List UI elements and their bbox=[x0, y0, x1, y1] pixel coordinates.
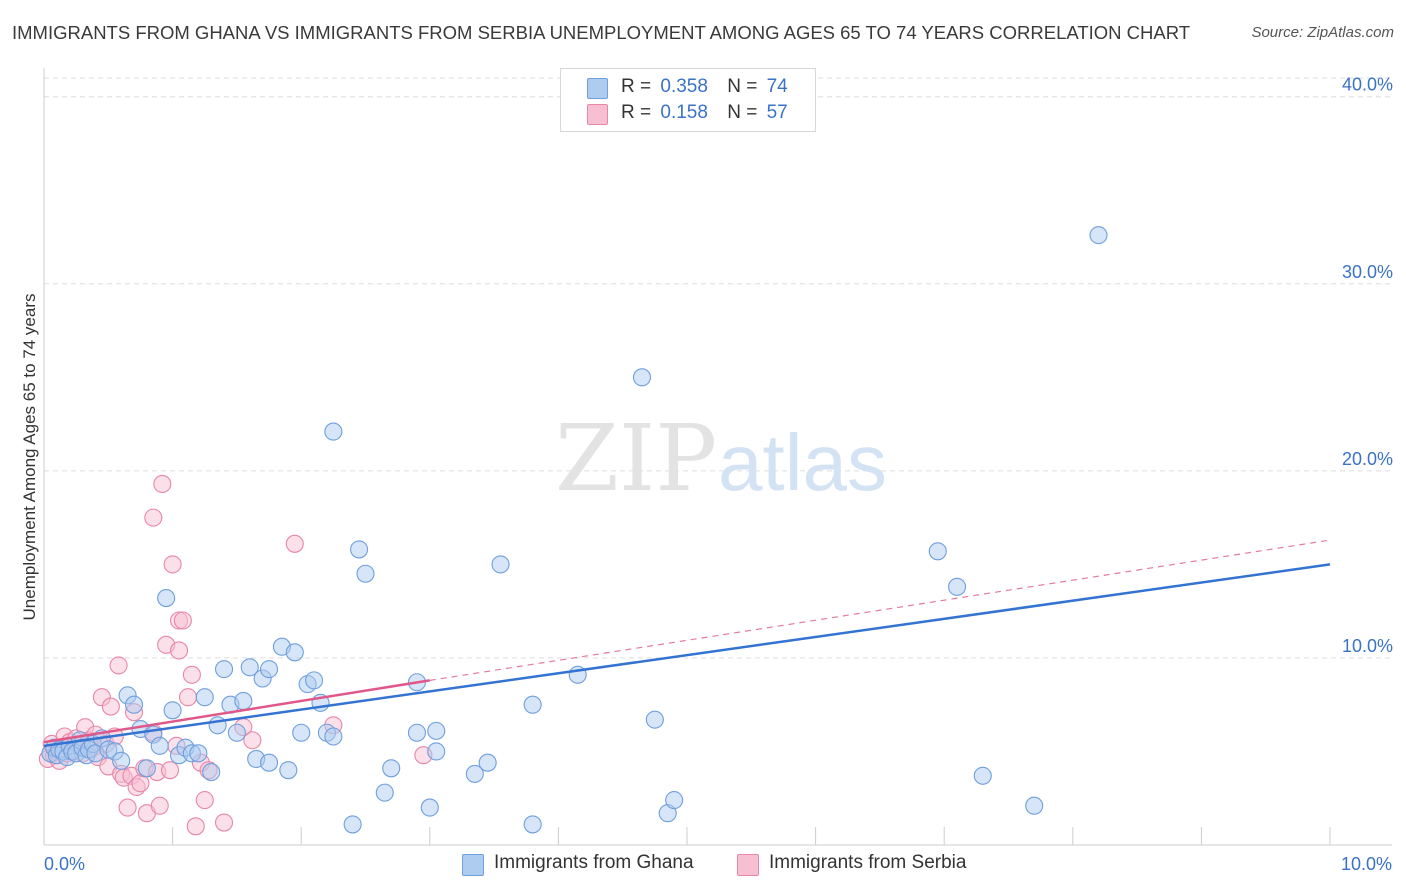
ghana-point bbox=[478, 753, 497, 772]
ghana-point bbox=[324, 727, 343, 746]
ghana-point bbox=[973, 766, 992, 785]
ghana-point bbox=[343, 815, 362, 834]
ghana-point bbox=[234, 691, 253, 711]
serbia-n-value: 57 bbox=[766, 102, 788, 123]
serbia-point bbox=[118, 798, 137, 817]
y-tick-label: 30.0% bbox=[1342, 262, 1393, 282]
ghana-point bbox=[382, 759, 401, 778]
ghana-point bbox=[189, 744, 208, 763]
ghana-point bbox=[375, 783, 394, 802]
serbia-point bbox=[243, 731, 262, 750]
serbia-r-label: R = bbox=[621, 102, 652, 123]
ghana-point bbox=[292, 723, 311, 742]
ghana-point bbox=[324, 422, 343, 441]
serbia-point bbox=[186, 817, 205, 836]
ghana-point bbox=[163, 701, 182, 720]
ghana-point bbox=[928, 542, 947, 561]
ghana-point bbox=[427, 721, 446, 740]
serbia-trend-line bbox=[43, 679, 430, 744]
ghana-point bbox=[214, 660, 234, 679]
serbia-point bbox=[195, 791, 214, 810]
ghana-point bbox=[523, 815, 542, 834]
ghana-point bbox=[202, 762, 221, 782]
ghana-trend-line bbox=[43, 563, 1331, 748]
serbia-point bbox=[160, 761, 180, 780]
serbia-trend-dashed bbox=[429, 539, 1331, 681]
serbia-points bbox=[38, 474, 433, 836]
ghana-point bbox=[523, 695, 542, 714]
ghana-point bbox=[259, 660, 279, 679]
serbia-point bbox=[178, 688, 198, 707]
y-tick-label: 20.0% bbox=[1342, 449, 1393, 469]
ghana-point bbox=[150, 736, 169, 755]
ghana-swatch bbox=[587, 78, 608, 99]
chart-title: IMMIGRANTS FROM GHANA VS IMMIGRANTS FROM… bbox=[12, 22, 1191, 43]
ghana-point bbox=[632, 368, 652, 387]
ghana-point bbox=[407, 723, 426, 742]
ghana-point bbox=[465, 764, 484, 783]
serbia-r-value: 0.158 bbox=[660, 102, 708, 123]
x-tick-label-max: 10.0% bbox=[1341, 854, 1392, 874]
ghana-point bbox=[420, 798, 439, 817]
serbia-point bbox=[285, 534, 304, 553]
ghana-point bbox=[112, 751, 131, 770]
ghana-point bbox=[240, 658, 259, 677]
ghana-point bbox=[350, 540, 369, 559]
ghana-point bbox=[427, 742, 446, 761]
axis-layer: 10.0% 20.0% 30.0% 40.0% bbox=[43, 68, 1393, 846]
correlation-legend: R = 0.358 N = 74 R = 0.158 N = 57 bbox=[560, 68, 816, 132]
serbia-n-label: N = bbox=[727, 102, 758, 123]
bottom-serbia-label: Immigrants from Serbia bbox=[769, 852, 967, 873]
chart-source: Source: ZipAtlas.com bbox=[1251, 24, 1394, 41]
ghana-point bbox=[227, 723, 246, 742]
y-tick-label: 10.0% bbox=[1342, 636, 1393, 656]
bottom-serbia-swatch bbox=[737, 854, 759, 876]
x-tick-label-min: 0.0% bbox=[44, 854, 85, 874]
serbia-point bbox=[173, 611, 192, 630]
grid-layer bbox=[44, 77, 1392, 659]
y-axis-label: Unemployment Among Ages 65 to 74 years bbox=[20, 294, 39, 621]
watermark-atlas: atlas bbox=[718, 418, 887, 507]
ghana-points bbox=[41, 226, 1108, 834]
serbia-point bbox=[182, 665, 201, 684]
ghana-point bbox=[356, 564, 375, 583]
watermark: ZIP atlas bbox=[555, 405, 887, 512]
serbia-point bbox=[153, 474, 172, 493]
y-tick-label: 40.0% bbox=[1342, 75, 1393, 95]
trend-layer bbox=[43, 539, 1331, 748]
ghana-point bbox=[1089, 226, 1108, 245]
ghana-point bbox=[137, 759, 156, 778]
serbia-swatch bbox=[587, 104, 608, 125]
ghana-point bbox=[285, 643, 304, 662]
ghana-point bbox=[124, 695, 144, 714]
serbia-point bbox=[169, 641, 189, 660]
ghana-point bbox=[305, 671, 324, 690]
ghana-n-value: 74 bbox=[766, 76, 788, 97]
ghana-r-label: R = bbox=[621, 76, 652, 97]
serbia-point bbox=[163, 555, 182, 574]
ghana-point bbox=[259, 753, 279, 772]
serbia-point bbox=[150, 796, 169, 815]
ghana-point bbox=[279, 761, 298, 780]
ghana-point bbox=[157, 589, 176, 608]
ghana-point bbox=[665, 791, 684, 810]
ghana-point bbox=[645, 710, 664, 729]
ghana-point bbox=[1025, 796, 1044, 815]
serbia-point bbox=[214, 813, 234, 832]
ghana-r-value: 0.358 bbox=[660, 76, 708, 97]
serbia-point bbox=[144, 508, 163, 527]
bottom-ghana-swatch bbox=[462, 854, 484, 876]
serbia-point bbox=[101, 697, 120, 716]
bottom-ghana-label: Immigrants from Ghana bbox=[494, 852, 694, 873]
ghana-point bbox=[491, 555, 510, 574]
serbia-point bbox=[109, 656, 128, 675]
watermark-zip: ZIP bbox=[555, 405, 717, 512]
ghana-n-label: N = bbox=[727, 76, 758, 97]
ghana-point bbox=[195, 688, 214, 707]
ghana-point bbox=[948, 577, 967, 596]
